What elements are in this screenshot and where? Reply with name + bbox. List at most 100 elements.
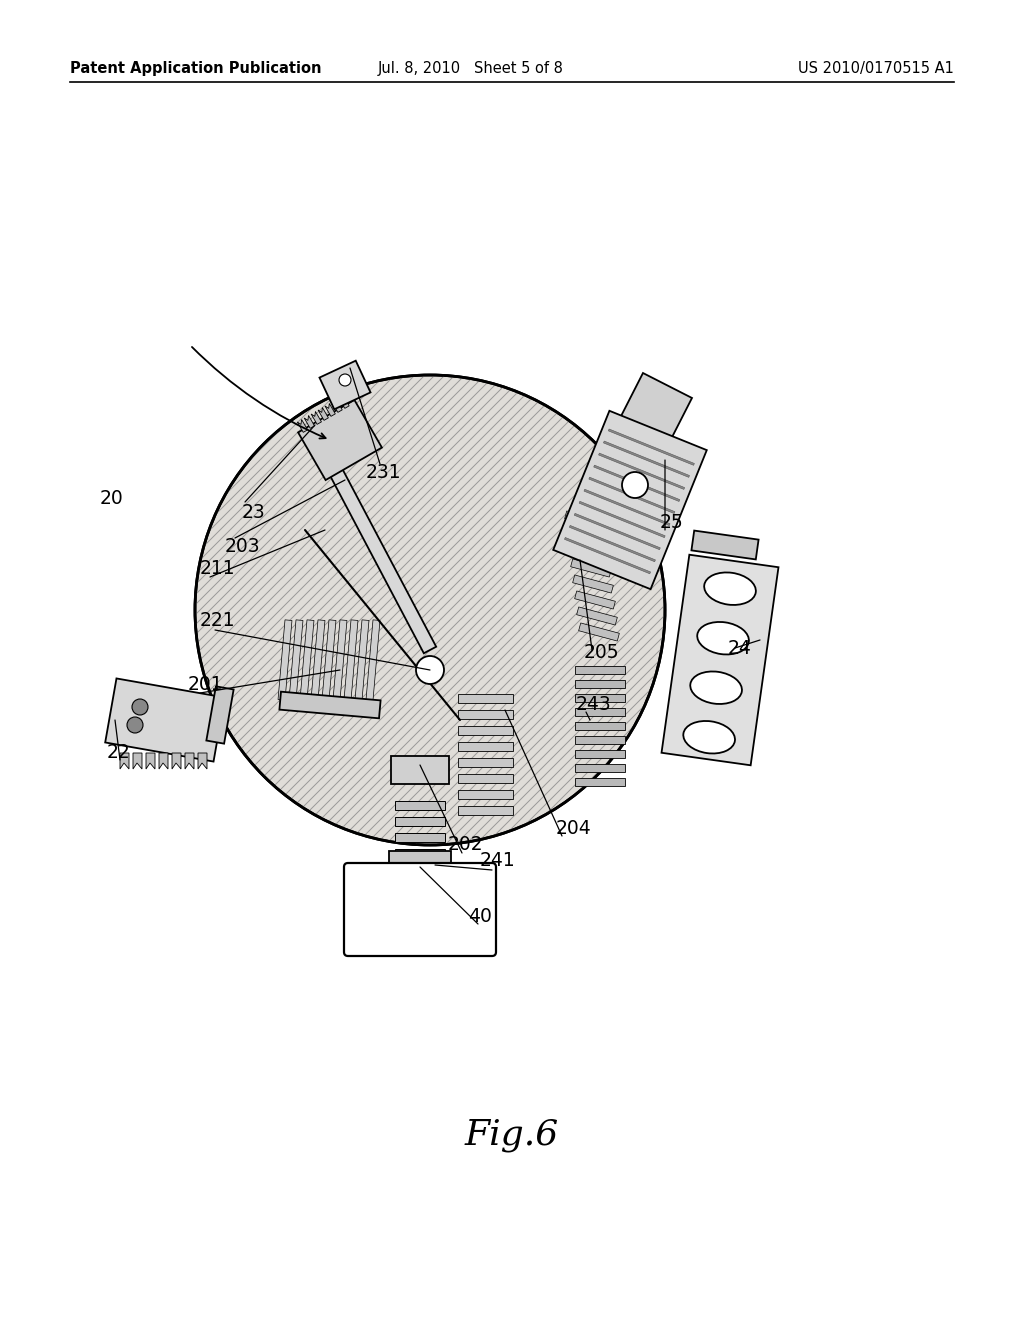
Polygon shape [391,756,449,784]
Polygon shape [458,710,512,718]
Polygon shape [289,620,303,700]
Text: 221: 221 [200,610,236,630]
Polygon shape [564,537,650,574]
Polygon shape [603,441,689,478]
Polygon shape [458,758,512,767]
Polygon shape [133,752,142,770]
Text: 40: 40 [468,907,492,925]
Polygon shape [318,408,329,420]
Text: 202: 202 [449,834,483,854]
FancyBboxPatch shape [344,863,496,956]
Polygon shape [311,412,322,424]
Polygon shape [366,620,380,700]
Polygon shape [395,912,445,921]
Polygon shape [575,737,625,744]
Polygon shape [395,800,445,809]
Text: 201: 201 [188,675,223,693]
Polygon shape [575,680,625,688]
Polygon shape [395,945,445,953]
Polygon shape [395,849,445,858]
Text: US 2010/0170515 A1: US 2010/0170515 A1 [798,61,954,75]
Polygon shape [395,833,445,842]
Text: 20: 20 [100,488,124,507]
Polygon shape [172,752,181,770]
Polygon shape [608,429,694,466]
Polygon shape [662,554,778,766]
Polygon shape [575,708,625,715]
Polygon shape [575,694,625,702]
Polygon shape [319,360,371,409]
Polygon shape [389,851,451,879]
Polygon shape [575,722,625,730]
Polygon shape [575,777,625,785]
Ellipse shape [683,721,735,754]
Text: Fig.6: Fig.6 [465,1118,559,1152]
Polygon shape [146,752,155,770]
Polygon shape [159,752,168,770]
Text: Jul. 8, 2010   Sheet 5 of 8: Jul. 8, 2010 Sheet 5 of 8 [378,61,564,75]
Polygon shape [395,928,445,937]
Polygon shape [297,420,307,433]
Text: 243: 243 [575,694,611,714]
Text: 231: 231 [366,462,401,482]
Polygon shape [575,750,625,758]
Text: 211: 211 [200,558,236,578]
Polygon shape [568,543,609,561]
Polygon shape [572,576,613,593]
Polygon shape [355,620,369,700]
Circle shape [339,374,351,385]
Polygon shape [577,607,617,626]
Polygon shape [458,789,512,799]
Polygon shape [599,453,685,490]
Polygon shape [322,620,336,700]
Polygon shape [575,667,625,675]
Polygon shape [325,404,335,416]
Circle shape [622,473,648,498]
Polygon shape [329,467,436,653]
Polygon shape [580,502,666,537]
Polygon shape [120,752,129,770]
Circle shape [195,375,665,845]
Ellipse shape [697,622,749,655]
Text: 23: 23 [242,503,266,521]
Polygon shape [570,558,611,577]
Polygon shape [574,591,615,609]
Polygon shape [395,880,445,890]
Polygon shape [304,416,314,429]
Circle shape [416,656,444,684]
Text: 24: 24 [728,639,752,657]
Polygon shape [458,805,512,814]
Polygon shape [298,400,382,480]
Polygon shape [458,693,512,702]
Polygon shape [333,620,347,700]
Polygon shape [574,513,660,549]
Text: 205: 205 [584,643,620,661]
Polygon shape [344,620,358,700]
Polygon shape [198,752,207,770]
Text: Patent Application Publication: Patent Application Publication [70,61,322,75]
Polygon shape [279,620,292,700]
Polygon shape [458,774,512,783]
Polygon shape [594,465,680,502]
Polygon shape [618,374,692,447]
Polygon shape [458,742,512,751]
Polygon shape [280,692,381,718]
Text: 22: 22 [106,742,131,762]
Text: 25: 25 [660,512,684,532]
Polygon shape [569,525,655,562]
Polygon shape [691,531,759,560]
Polygon shape [185,752,194,770]
Polygon shape [566,527,607,545]
Polygon shape [339,396,349,408]
Polygon shape [564,511,605,529]
Polygon shape [579,623,620,642]
Polygon shape [458,726,512,734]
Polygon shape [575,764,625,772]
Polygon shape [311,620,325,700]
Polygon shape [395,865,445,874]
Text: 203: 203 [225,537,261,557]
Polygon shape [395,817,445,825]
Polygon shape [589,478,675,513]
Polygon shape [584,490,670,525]
Polygon shape [207,686,233,743]
